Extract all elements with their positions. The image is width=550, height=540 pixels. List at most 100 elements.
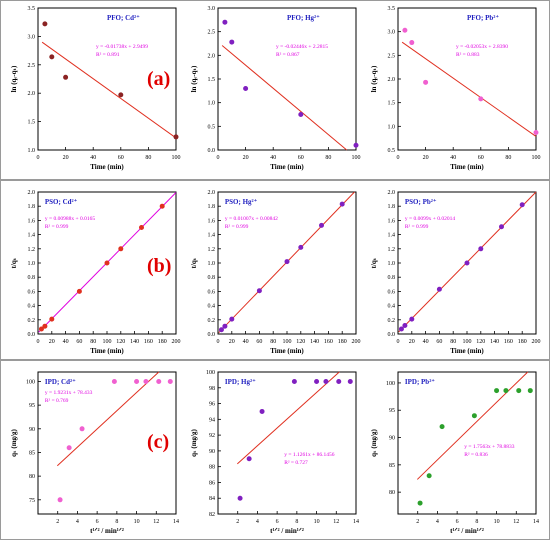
data-point — [423, 79, 429, 85]
data-point — [426, 473, 432, 479]
x-tick-label: 100 — [103, 339, 112, 345]
y-tick-label: 1.0 — [208, 101, 216, 107]
data-point — [256, 288, 262, 294]
y-axis-label: ln (qₑ-qₜ) — [370, 65, 378, 92]
fit-equation: y = 0.01007x + 0.00842 — [225, 216, 278, 222]
y-tick-label: 90 — [209, 449, 215, 455]
data-point — [237, 495, 243, 501]
data-point — [291, 378, 297, 384]
x-tick-label: 140 — [310, 339, 319, 345]
data-point — [259, 408, 265, 414]
x-tick-label: 40 — [63, 339, 69, 345]
x-axis-label: t¹ᐟ² / min¹ᐟ² — [270, 527, 304, 535]
x-tick-label: 8 — [475, 519, 478, 525]
y-tick-label: 1.6 — [28, 218, 36, 224]
x-tick-label: 20 — [423, 155, 429, 161]
x-tick-label: 100 — [352, 155, 361, 161]
y-tick-label: 1.8 — [28, 204, 36, 210]
data-point — [339, 201, 345, 207]
data-point — [436, 286, 442, 292]
data-point — [63, 74, 69, 80]
x-tick-label: 40 — [450, 155, 456, 161]
y-tick-label: 1.8 — [388, 204, 396, 210]
x-tick-label: 60 — [76, 339, 82, 345]
fit-equation: y = 0.0099x + 0.02014 — [405, 216, 455, 222]
x-tick-label: 60 — [298, 155, 304, 161]
x-tick-label: 100 — [283, 339, 292, 345]
plot-frame — [37, 371, 177, 515]
y-axis-label: ln (qₑ-qₜ) — [190, 65, 198, 92]
y-tick-label: 0.6 — [388, 289, 396, 295]
x-tick-label: 20 — [409, 339, 415, 345]
fit-line — [401, 41, 537, 137]
x-tick-label: 2 — [236, 519, 239, 525]
y-tick-label: 0.8 — [208, 275, 216, 281]
x-tick-label: 20 — [49, 339, 55, 345]
y-axis-label: t/qₜ — [370, 257, 378, 268]
data-point — [353, 142, 359, 148]
data-point — [417, 500, 423, 506]
y-tick-label: 1.5 — [388, 101, 396, 107]
x-tick-label: 20 — [63, 155, 69, 161]
data-point — [118, 246, 124, 252]
data-point — [42, 21, 48, 27]
y-tick-label: 90 — [29, 427, 35, 433]
chart-title: IPD; Cd²⁺ — [45, 378, 76, 386]
x-tick-label: 180 — [338, 339, 347, 345]
fit-r2: R² = 0.891 — [96, 52, 120, 58]
chart-title: PFO; Cd²⁺ — [107, 14, 140, 22]
y-tick-label: 1.6 — [208, 218, 216, 224]
fit-line — [236, 371, 340, 465]
data-point — [284, 259, 290, 265]
y-tick-label: 75 — [29, 498, 35, 504]
y-tick-label: 2.0 — [388, 77, 396, 83]
data-point — [229, 316, 235, 322]
data-point — [494, 388, 500, 394]
data-point — [439, 424, 445, 430]
y-tick-label: 84 — [209, 496, 215, 502]
x-tick-label: 12 — [333, 519, 339, 525]
data-point — [42, 323, 48, 329]
y-tick-label: 1.5 — [208, 77, 216, 83]
y-tick-label: 0.0 — [208, 148, 216, 154]
x-tick-label: 4 — [76, 519, 79, 525]
plot-frame — [37, 7, 177, 151]
x-tick-label: 40 — [243, 339, 249, 345]
data-point — [143, 378, 149, 384]
chart-title: PSO; Hg²⁺ — [225, 198, 258, 206]
x-tick-label: 100 — [463, 339, 472, 345]
x-tick-label: 60 — [478, 155, 484, 161]
data-point — [402, 322, 408, 328]
x-axis-label: Time (min) — [90, 347, 124, 355]
y-tick-label: 100 — [26, 379, 35, 385]
x-tick-label: 10 — [314, 519, 320, 525]
y-tick-label: 0.0 — [28, 332, 36, 338]
x-tick-label: 80 — [270, 339, 276, 345]
y-tick-label: 0.5 — [208, 124, 216, 130]
y-tick-label: 2.5 — [388, 53, 396, 59]
x-tick-label: 60 — [118, 155, 124, 161]
x-tick-label: 6 — [96, 519, 99, 525]
x-tick-label: 0 — [37, 339, 40, 345]
chart-8: 2 4 6 8 10 12 14 80 85 90 95 100 t¹ᐟ² / min¹ᐟ² qₜ (mg… — [370, 371, 539, 535]
data-point — [336, 378, 342, 384]
data-point — [503, 388, 509, 394]
x-axis-label: Time (min) — [90, 163, 124, 171]
x-tick-label: 60 — [256, 339, 262, 345]
data-point — [57, 497, 63, 503]
data-point — [66, 445, 72, 451]
y-tick-label: 82 — [209, 512, 215, 518]
y-axis-label: t/qₜ — [190, 257, 198, 268]
x-axis-label: Time (min) — [450, 163, 484, 171]
x-tick-label: 20 — [243, 155, 249, 161]
data-point — [79, 426, 85, 432]
x-tick-label: 4 — [436, 519, 439, 525]
y-tick-label: 0.4 — [28, 304, 36, 310]
y-tick-label: 3.5 — [28, 6, 36, 12]
data-point — [402, 27, 408, 33]
x-tick-label: 80 — [145, 155, 151, 161]
y-tick-label: 0.4 — [388, 304, 396, 310]
y-tick-label: 2.0 — [28, 190, 36, 196]
y-tick-label: 2.0 — [388, 190, 396, 196]
y-tick-label: 95 — [389, 408, 395, 414]
